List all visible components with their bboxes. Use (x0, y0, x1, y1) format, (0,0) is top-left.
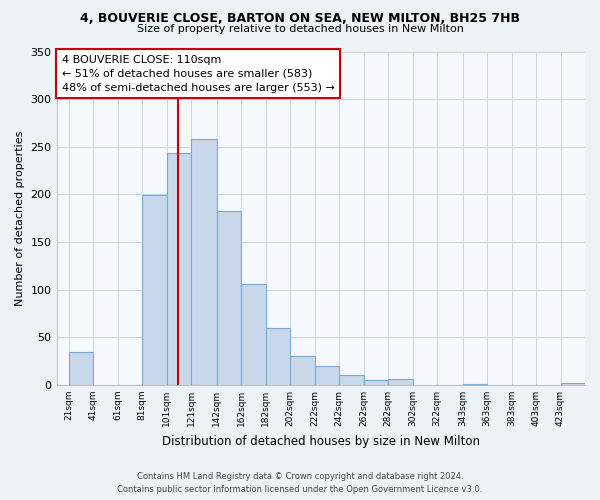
Bar (142, 196, 167, 385)
Text: 4, BOUVERIE CLOSE, BARTON ON SEA, NEW MILTON, BH25 7HB: 4, BOUVERIE CLOSE, BARTON ON SEA, NEW MI… (80, 12, 520, 26)
Bar (266, 328, 290, 385)
Bar (217, 210, 241, 385)
Bar (191, 139, 217, 385)
Y-axis label: Number of detached properties: Number of detached properties (15, 130, 25, 306)
Bar (167, 154, 191, 385)
Bar (388, 379, 413, 385)
Bar (314, 366, 339, 385)
Bar (339, 376, 364, 385)
Text: 4 BOUVERIE CLOSE: 110sqm
← 51% of detached houses are smaller (583)
48% of semi-: 4 BOUVERIE CLOSE: 110sqm ← 51% of detach… (62, 55, 335, 93)
Bar (69, 352, 93, 385)
Bar (290, 356, 314, 385)
Bar (241, 284, 266, 385)
Text: Size of property relative to detached houses in New Milton: Size of property relative to detached ho… (137, 24, 463, 34)
Text: Contains HM Land Registry data © Crown copyright and database right 2024.
Contai: Contains HM Land Registry data © Crown c… (118, 472, 482, 494)
Bar (560, 383, 585, 385)
Bar (463, 384, 487, 385)
Bar (364, 380, 388, 385)
X-axis label: Distribution of detached houses by size in New Milton: Distribution of detached houses by size … (162, 434, 480, 448)
